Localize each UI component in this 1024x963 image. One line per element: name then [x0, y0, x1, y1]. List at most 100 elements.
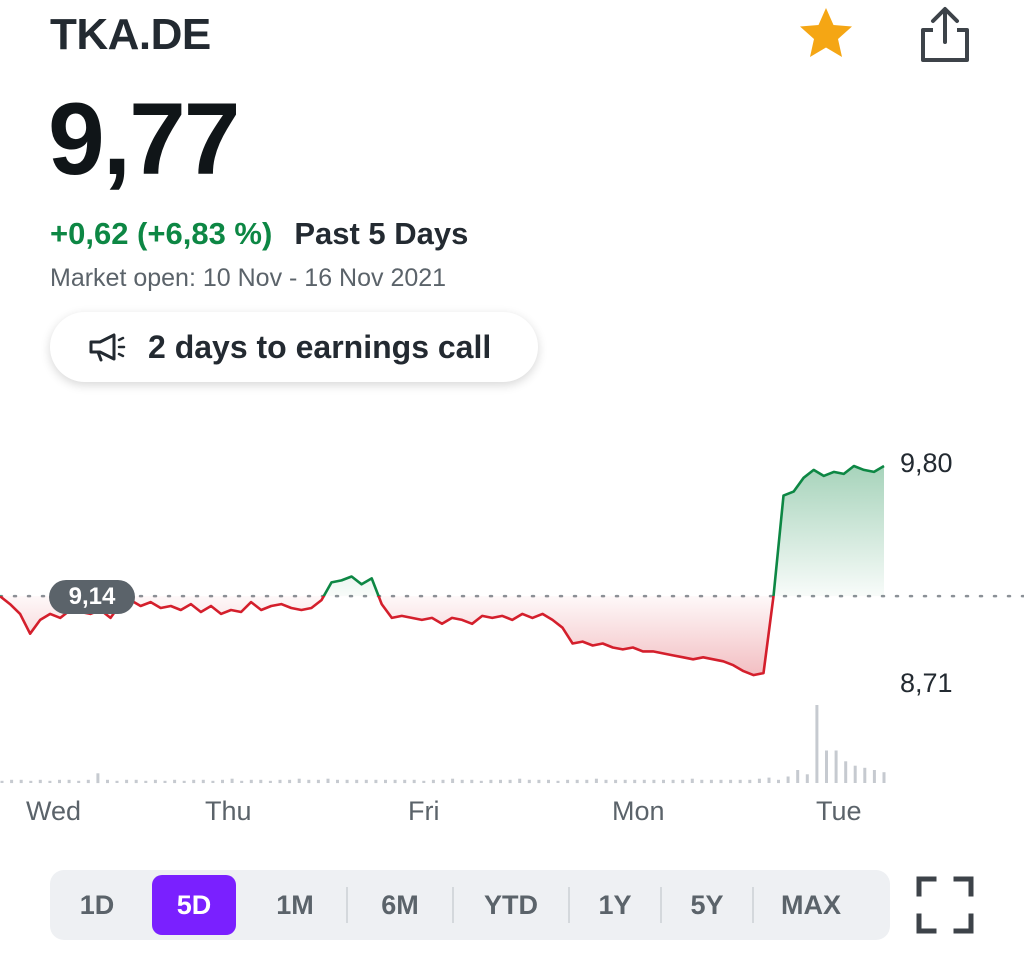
- volume-bar: [422, 780, 426, 783]
- price-change: +0,62 (+6,83 %): [50, 216, 273, 251]
- volume-bar: [690, 778, 694, 783]
- volume-bar: [134, 779, 138, 784]
- volume-bar: [288, 779, 292, 784]
- volume-bar: [38, 779, 42, 784]
- fullscreen-icon[interactable]: [916, 876, 974, 934]
- volume-bar: [566, 779, 570, 784]
- earnings-call-label: 2 days to earnings call: [148, 328, 492, 365]
- volume-bar: [719, 779, 723, 784]
- volume-bar: [192, 779, 196, 784]
- volume-bar: [508, 779, 512, 784]
- volume-bar: [58, 779, 61, 784]
- volume-bar: [585, 779, 589, 784]
- volume-bar: [249, 779, 253, 784]
- range-max[interactable]: MAX: [781, 890, 841, 920]
- volume-bar: [527, 779, 531, 784]
- volume-bar: [662, 779, 665, 784]
- volume-bar: [268, 780, 272, 783]
- volume-bar: [278, 779, 282, 784]
- volume-bar: [594, 778, 598, 783]
- y-axis-high-label: 9,80: [900, 448, 953, 478]
- volume-bar: [489, 779, 493, 784]
- volume-bar: [700, 779, 704, 784]
- current-price: 9,77: [48, 82, 241, 196]
- price-chart[interactable]: [0, 430, 1024, 790]
- volume-bar: [211, 780, 215, 783]
- range-1y[interactable]: 1Y: [598, 890, 632, 920]
- range-separator: [752, 887, 754, 923]
- range-separator: [568, 887, 570, 923]
- volume-bar: [451, 778, 455, 783]
- volume-bar: [403, 779, 407, 784]
- volume-bar: [96, 773, 100, 784]
- volume-bar: [479, 780, 483, 783]
- volume-bar: [345, 779, 349, 784]
- range-5y[interactable]: 5Y: [690, 890, 724, 920]
- volume-bar: [853, 765, 857, 783]
- volume-bar: [681, 779, 685, 784]
- volume-bar: [757, 778, 761, 783]
- share-icon[interactable]: [916, 4, 974, 66]
- volume-bar: [825, 750, 828, 783]
- volume-bar: [623, 779, 627, 784]
- volume-bar: [642, 779, 646, 784]
- volume-bar: [633, 779, 637, 784]
- volume-bar: [777, 779, 780, 784]
- volume-bar: [738, 779, 742, 784]
- volume-bar: [29, 780, 33, 783]
- range-5d[interactable]: 5D: [152, 875, 236, 935]
- volume-bar: [316, 779, 320, 784]
- volume-bar: [499, 779, 502, 784]
- range-6m[interactable]: 6M: [381, 890, 419, 920]
- price-line-down: [0, 596, 775, 677]
- volume-bar: [115, 780, 119, 783]
- volume-bar: [604, 779, 608, 784]
- range-ytd[interactable]: YTD: [484, 890, 538, 920]
- volume-bar: [652, 779, 656, 784]
- volume-bar: [815, 705, 819, 783]
- volume-bar: [671, 779, 675, 784]
- range-separator: [660, 887, 662, 923]
- volume-bar: [48, 780, 52, 783]
- x-axis-label-mon: Mon: [612, 796, 665, 826]
- volume-bar: [834, 750, 838, 783]
- volume-bar: [10, 779, 14, 784]
- area-below-close: [0, 596, 884, 676]
- volume-bar: [221, 779, 224, 784]
- volume-bar: [19, 779, 23, 784]
- volume-bar: [153, 779, 157, 784]
- volume-bar: [547, 779, 550, 784]
- volume-bar: [125, 779, 129, 784]
- volume-bar: [393, 779, 397, 784]
- x-axis-label-wed: Wed: [26, 796, 82, 826]
- area-above-close: [323, 466, 884, 596]
- volume-bar: [882, 772, 886, 783]
- volume-bar: [786, 776, 790, 783]
- volume-bar: [86, 779, 90, 784]
- range-1m[interactable]: 1M: [276, 890, 314, 920]
- volume-bar: [518, 778, 522, 783]
- volume-bar: [364, 779, 368, 784]
- volume-bar: [470, 779, 474, 784]
- volume-bar: [863, 767, 867, 783]
- volume-bar: [537, 779, 541, 784]
- ticker-symbol: TKA.DE: [50, 10, 211, 59]
- x-axis-label-thu: Thu: [205, 796, 252, 826]
- volume-bar: [240, 780, 244, 783]
- volume-bar: [297, 778, 301, 783]
- range-1d[interactable]: 1D: [79, 890, 115, 920]
- volume-bar: [259, 779, 263, 784]
- volume-bar: [614, 779, 618, 784]
- star-icon[interactable]: [796, 4, 856, 64]
- volume-bar: [106, 779, 109, 784]
- volume-bar: [431, 779, 435, 784]
- volume-bar: [163, 780, 167, 783]
- volume-bar: [307, 779, 311, 784]
- change-row: +0,62 (+6,83 %) Past 5 Days: [50, 216, 468, 252]
- earnings-call-button[interactable]: 2 days to earnings call: [50, 312, 538, 382]
- volume-bar: [326, 778, 330, 783]
- volume-bar: [374, 779, 378, 784]
- volume-bar: [729, 779, 733, 784]
- volume-bar: [336, 779, 339, 784]
- megaphone-icon: [89, 333, 126, 362]
